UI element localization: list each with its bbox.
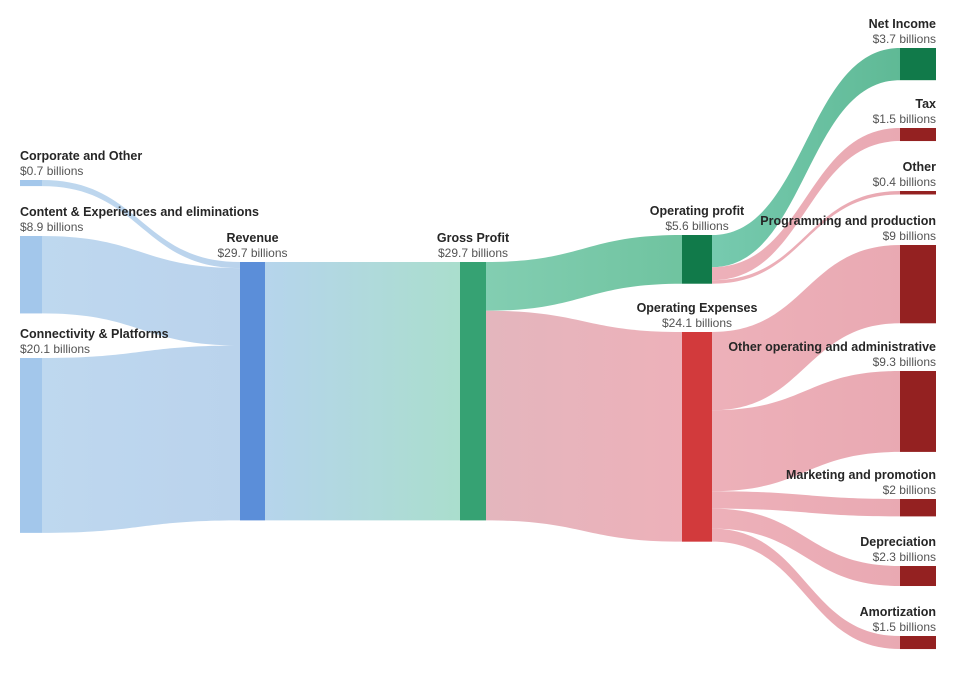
flow-content-revenue[interactable] — [42, 236, 240, 346]
node-value-other: $0.4 billions — [873, 175, 936, 189]
node-revenue[interactable] — [240, 262, 265, 521]
node-amortization[interactable] — [900, 636, 936, 650]
node-value-opprofit: $5.6 billions — [665, 219, 728, 233]
node-value-marketing: $2 billions — [883, 483, 936, 497]
node-value-depreciation: $2.3 billions — [873, 550, 936, 564]
node-label-corporate: Corporate and Other — [20, 149, 142, 163]
node-label-amortization: Amortization — [860, 605, 936, 619]
flow-gross-opprofit[interactable] — [486, 235, 682, 311]
flow-gross-opex[interactable] — [486, 310, 682, 542]
node-label-programming: Programming and production — [760, 214, 936, 228]
flow-revenue-gross[interactable] — [265, 262, 460, 521]
node-corporate[interactable] — [20, 180, 42, 187]
node-value-tax: $1.5 billions — [873, 112, 936, 126]
node-value-netincome: $3.7 billions — [873, 32, 936, 46]
flow-opex-otheradmin[interactable] — [712, 371, 900, 492]
node-value-otheradmin: $9.3 billions — [873, 355, 936, 369]
node-otheradmin[interactable] — [900, 371, 936, 452]
node-value-gross: $29.7 billions — [438, 246, 508, 260]
node-content[interactable] — [20, 236, 42, 314]
flow-opex-depreciation[interactable] — [712, 508, 900, 587]
node-netincome[interactable] — [900, 48, 936, 81]
node-tax[interactable] — [900, 128, 936, 142]
flow-opprofit-tax[interactable] — [712, 128, 900, 281]
node-label-otheradmin: Other operating and administrative — [728, 340, 936, 354]
flow-opex-marketing[interactable] — [712, 491, 900, 517]
node-value-programming: $9 billions — [883, 229, 936, 243]
flow-opprofit-other[interactable] — [712, 191, 900, 284]
node-label-tax: Tax — [915, 97, 936, 111]
node-value-content: $8.9 billions — [20, 220, 83, 234]
node-connectivity[interactable] — [20, 358, 42, 533]
node-label-opex: Operating Expenses — [637, 301, 758, 315]
node-gross[interactable] — [460, 262, 486, 521]
node-value-corporate: $0.7 billions — [20, 164, 83, 178]
node-label-depreciation: Depreciation — [860, 535, 936, 549]
node-label-netincome: Net Income — [869, 17, 936, 31]
node-value-opex: $24.1 billions — [662, 316, 732, 330]
node-label-content: Content & Experiences and eliminations — [20, 205, 259, 219]
node-label-revenue: Revenue — [226, 231, 278, 245]
flow-opex-programming[interactable] — [712, 245, 900, 411]
node-label-marketing: Marketing and promotion — [786, 468, 936, 482]
node-programming[interactable] — [900, 245, 936, 324]
node-value-connectivity: $20.1 billions — [20, 342, 90, 356]
flow-opprofit-netincome[interactable] — [712, 48, 900, 268]
node-value-revenue: $29.7 billions — [217, 246, 287, 260]
node-label-other: Other — [903, 160, 936, 174]
flow-corporate-revenue[interactable] — [42, 180, 240, 269]
node-depreciation[interactable] — [900, 566, 936, 587]
node-opex[interactable] — [682, 332, 712, 542]
node-other[interactable] — [900, 191, 936, 195]
node-value-amortization: $1.5 billions — [873, 620, 936, 634]
node-label-gross: Gross Profit — [437, 231, 510, 245]
node-label-opprofit: Operating profit — [650, 204, 745, 218]
flow-connectivity-revenue[interactable] — [42, 345, 240, 533]
flow-opex-amortization[interactable] — [712, 528, 900, 650]
node-opprofit[interactable] — [682, 235, 712, 284]
node-marketing[interactable] — [900, 499, 936, 517]
node-label-connectivity: Connectivity & Platforms — [20, 327, 169, 341]
